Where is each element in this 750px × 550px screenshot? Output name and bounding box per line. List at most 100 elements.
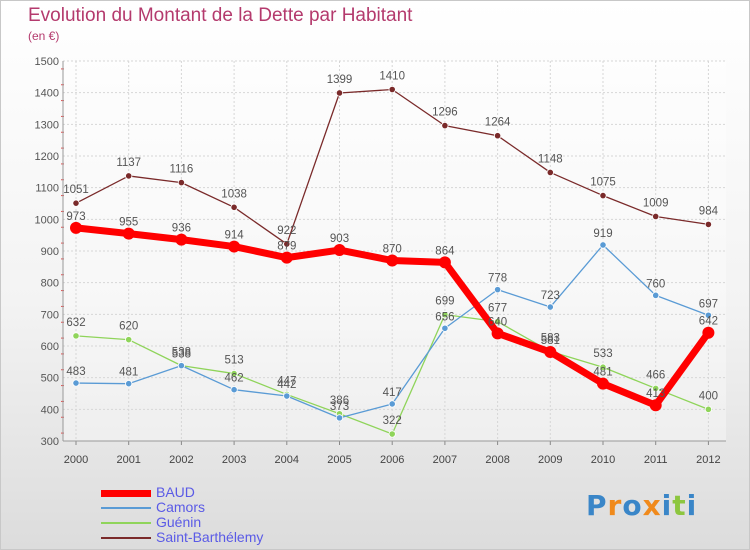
x-tick-label: 2005 (327, 454, 351, 466)
data-point (125, 172, 133, 180)
data-label: 1137 (116, 157, 141, 169)
data-point (597, 377, 609, 390)
data-label: 1296 (432, 107, 458, 119)
data-label: 984 (699, 205, 719, 217)
data-label: 1410 (379, 71, 405, 83)
data-point (122, 227, 135, 240)
data-label: 640 (488, 316, 507, 328)
data-label: 538 (172, 347, 191, 359)
data-label: 864 (435, 245, 455, 257)
data-label: 447 (277, 375, 296, 387)
legend-swatch (101, 522, 151, 524)
data-label: 583 (541, 332, 560, 344)
data-point (438, 256, 451, 269)
data-label: 462 (225, 373, 244, 385)
data-point (599, 241, 607, 249)
data-point (72, 379, 80, 387)
y-tick-label: 500 (41, 373, 59, 385)
data-point (228, 240, 241, 253)
x-tick-label: 2006 (380, 454, 404, 466)
data-label: 760 (646, 278, 665, 290)
chart-subtitle: (en €) (28, 29, 60, 43)
data-point (283, 240, 291, 248)
data-label: 1264 (485, 117, 511, 129)
data-label: 1009 (643, 197, 669, 209)
data-label: 513 (225, 355, 244, 367)
data-label: 1116 (169, 164, 193, 176)
data-point (125, 336, 133, 344)
data-label: 483 (66, 366, 85, 378)
chart-title: Evolution du Montant de la Dette par Hab… (28, 5, 413, 26)
data-label: 973 (66, 211, 85, 223)
data-label: 481 (119, 367, 138, 379)
data-label: 417 (383, 387, 402, 399)
y-tick-label: 600 (41, 341, 59, 353)
data-point (441, 122, 449, 130)
data-point (230, 203, 238, 211)
x-tick-label: 2004 (275, 454, 299, 466)
x-tick-label: 2002 (169, 454, 193, 466)
logo-letter: r (607, 489, 623, 522)
data-label: 538 (172, 349, 191, 361)
data-point (125, 380, 133, 388)
x-tick-label: 2010 (591, 454, 615, 466)
data-label: 481 (593, 367, 612, 379)
data-point (335, 414, 344, 422)
data-point (388, 430, 396, 438)
y-tick-label: 1500 (35, 56, 59, 68)
data-point (546, 168, 554, 177)
data-point (175, 233, 188, 246)
data-point (177, 179, 185, 187)
x-tick-label: 2003 (222, 454, 246, 466)
data-label: 936 (172, 223, 191, 235)
y-tick-label: 1200 (35, 151, 59, 163)
data-label: 919 (593, 228, 612, 240)
data-point (599, 191, 607, 200)
data-label: 533 (593, 348, 612, 360)
data-point (177, 362, 185, 370)
data-point (72, 332, 80, 340)
data-point (704, 405, 713, 413)
data-label: 1075 (590, 177, 616, 189)
logo-letter: x (642, 489, 662, 522)
data-point (544, 346, 557, 359)
data-point (230, 369, 238, 378)
data-label: 903 (330, 233, 349, 245)
legend-label: Saint-Barthélemy (156, 529, 264, 545)
data-label: 413 (646, 388, 665, 400)
y-tick-label: 1300 (35, 119, 59, 131)
data-label: 955 (119, 217, 138, 229)
data-label: 1148 (538, 153, 563, 165)
data-point (704, 311, 713, 319)
x-tick-label: 2008 (485, 454, 509, 466)
logo-letter: P (586, 489, 608, 522)
y-tick-label: 1400 (35, 88, 59, 100)
data-point (599, 363, 607, 371)
data-point (335, 89, 344, 97)
data-point (386, 254, 399, 267)
legend-swatch (101, 489, 151, 497)
x-tick-label: 2012 (696, 454, 720, 466)
data-label: 723 (541, 290, 560, 302)
data-point (491, 327, 504, 340)
legend-label: Guénin (156, 514, 202, 530)
x-tick-label: 2007 (433, 454, 457, 466)
data-label: 373 (330, 401, 349, 413)
data-label: 879 (277, 241, 296, 253)
legend-label: Camors (156, 499, 206, 515)
data-label: 322 (383, 415, 402, 427)
x-tick-label: 2001 (116, 454, 140, 466)
x-tick-label: 2011 (644, 454, 668, 466)
data-label: 922 (277, 225, 296, 237)
data-point (72, 199, 80, 207)
data-label: 870 (383, 244, 402, 256)
y-tick-label: 800 (41, 278, 59, 290)
data-point (493, 318, 502, 326)
logo-letter: t (672, 489, 687, 522)
proxiti-logo: Proxiti (586, 489, 697, 522)
data-point (546, 303, 554, 311)
legend-swatch (101, 507, 151, 509)
data-label: 632 (66, 317, 85, 329)
data-label: 656 (435, 311, 454, 323)
